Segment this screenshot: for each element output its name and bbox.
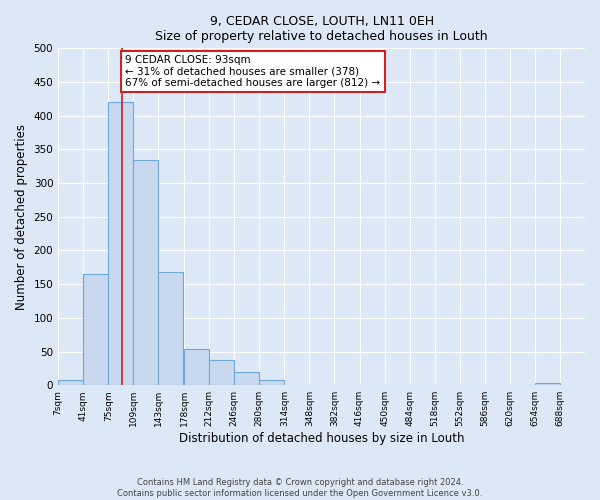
Bar [158,272,184,385]
Text: Contains HM Land Registry data © Crown copyright and database right 2024.
Contai: Contains HM Land Registry data © Crown c… [118,478,482,498]
X-axis label: Distribution of detached houses by size in Louth: Distribution of detached houses by size … [179,432,464,445]
Bar [83,274,108,385]
Y-axis label: Number of detached properties: Number of detached properties [15,124,28,310]
Bar [259,380,284,385]
Bar [58,380,83,385]
Bar [209,360,234,385]
Bar [133,160,158,385]
Bar [184,349,209,385]
Title: 9, CEDAR CLOSE, LOUTH, LN11 0EH
Size of property relative to detached houses in : 9, CEDAR CLOSE, LOUTH, LN11 0EH Size of … [155,15,488,43]
Bar [108,102,133,385]
Bar [234,372,259,385]
Text: 9 CEDAR CLOSE: 93sqm
← 31% of detached houses are smaller (378)
67% of semi-deta: 9 CEDAR CLOSE: 93sqm ← 31% of detached h… [125,55,380,88]
Bar [535,383,560,385]
